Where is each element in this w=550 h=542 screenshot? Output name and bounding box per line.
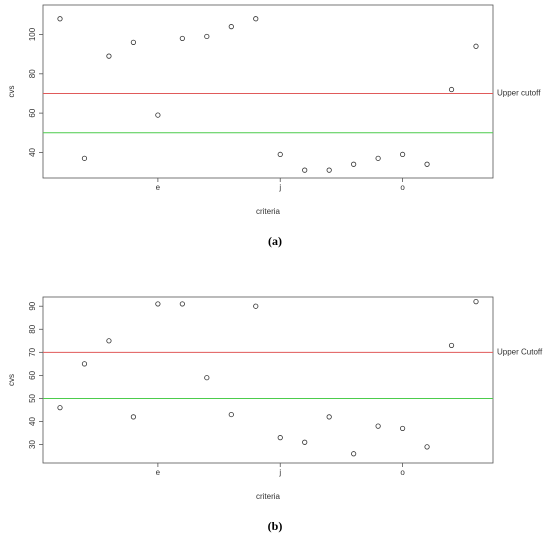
y-tick-label: 40: [28, 147, 37, 156]
point: [277, 151, 283, 158]
point: [375, 423, 381, 429]
point: [57, 16, 63, 22]
x-tick-label: e: [156, 468, 161, 477]
point: [106, 53, 112, 59]
y-axis-label: cvs: [7, 86, 16, 98]
x-tick-label: j: [278, 468, 281, 477]
chart: 30 40 50 60 70 80 90 e j o Upper Cutoff cvs criteria…: [7, 296, 543, 533]
point: [204, 375, 210, 381]
y-tick-label: 80: [28, 69, 37, 78]
y-tick-label: 70: [28, 347, 37, 356]
point: [448, 342, 455, 349]
caption: (b): [268, 519, 283, 533]
chart: 40 60 80 100 e j o Upper cutoff cvs criteria (a): [7, 4, 541, 248]
point: [375, 155, 381, 161]
y-tick-label: 100: [28, 27, 37, 41]
plot-frame: [42, 296, 494, 464]
point: [179, 301, 185, 307]
point: [253, 16, 259, 22]
point: [399, 151, 406, 158]
x-axis-label: criteria: [256, 207, 281, 216]
y-axis-label: cvs: [7, 374, 16, 386]
point: [473, 43, 479, 49]
point: [448, 86, 455, 93]
x-tick-label: o: [400, 183, 405, 192]
point: [351, 451, 357, 457]
reference-label: Upper cutoff: [497, 89, 541, 98]
reference-label: Upper Cutoff: [497, 347, 543, 356]
y-tick-label: 80: [28, 324, 37, 333]
y-tick-label: 90: [28, 301, 37, 310]
point: [228, 24, 234, 30]
y-tick-label: 50: [28, 393, 37, 402]
point: [253, 303, 259, 309]
point: [277, 435, 283, 441]
point: [155, 112, 161, 118]
point: [326, 414, 332, 420]
x-tick-label: j: [278, 183, 281, 192]
point: [130, 414, 137, 420]
point: [57, 405, 63, 411]
point: [473, 299, 479, 305]
point: [326, 167, 332, 173]
point: [351, 161, 357, 167]
point: [204, 33, 210, 40]
caption: (a): [268, 234, 282, 248]
point: [81, 361, 88, 367]
point: [228, 411, 234, 418]
y-tick-label: 60: [28, 108, 37, 117]
y-tick-label: 40: [28, 417, 37, 426]
point: [81, 155, 88, 161]
point: [302, 167, 308, 173]
point: [106, 338, 112, 344]
point: [424, 161, 430, 167]
point: [424, 444, 430, 450]
y-tick-label: 60: [28, 370, 37, 379]
x-tick-label: o: [400, 468, 405, 477]
point: [399, 425, 406, 432]
y-tick-label: 30: [28, 440, 37, 449]
x-tick-label: e: [156, 183, 161, 192]
point: [302, 439, 308, 445]
plot-frame: [42, 4, 494, 179]
x-axis-label: criteria: [256, 492, 281, 501]
point: [155, 301, 161, 307]
point: [130, 39, 137, 45]
point: [179, 35, 185, 42]
